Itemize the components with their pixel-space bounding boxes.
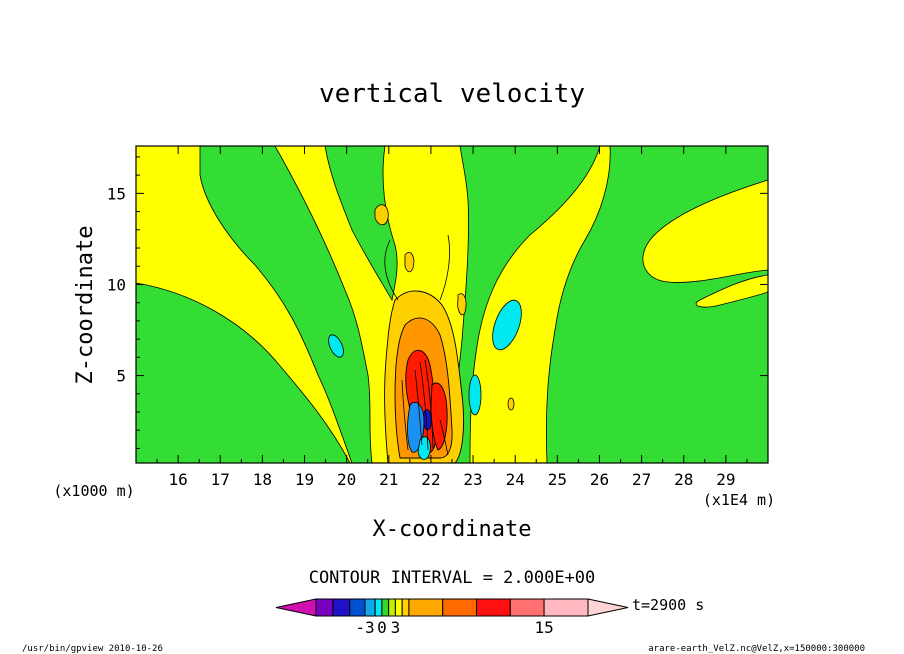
colorbar-segment — [442, 598, 477, 617]
field-weak-negative-1 — [328, 334, 344, 358]
y-tick-label: 15 — [107, 184, 126, 203]
x-axis-unit-right: (x1E4 m) — [703, 491, 775, 509]
field-small-blob-2 — [404, 252, 415, 273]
footer-left: /usr/bin/gpview 2010-10-26 — [22, 644, 163, 654]
field-small-blob-1 — [374, 204, 389, 226]
y-axis-label: Z-coordinate — [73, 226, 98, 385]
field-weak-negative-2 — [492, 299, 522, 351]
x-tick-label: 16 — [169, 470, 188, 489]
x-tick-label: 18 — [253, 470, 272, 489]
footer-right: arare-earth_VelZ.nc@VelZ,x=150000:300000 — [648, 644, 865, 654]
colorbar-label: 3 — [391, 618, 401, 637]
colorbar-segment — [381, 598, 390, 617]
contour-lines — [384, 234, 450, 456]
x-tick-label: 23 — [463, 470, 482, 489]
colorbar-over-triangle — [587, 598, 629, 617]
colorbar-segment — [315, 598, 334, 617]
field-near-zero-right — [453, 146, 601, 463]
chart-title: vertical velocity — [319, 79, 585, 109]
field-weak-negative-3 — [468, 374, 482, 416]
colorbar-segment — [394, 598, 403, 617]
colorbar-label: 15 — [534, 618, 553, 637]
colorbar-segment — [374, 598, 383, 617]
colorbar — [275, 598, 629, 617]
field-near-zero-left-lower — [136, 282, 351, 463]
colorbar-segment — [401, 598, 410, 617]
x-axis-label: X-coordinate — [373, 517, 532, 542]
x-tick-label: 28 — [674, 470, 693, 489]
colorbar-label: 0 — [377, 618, 387, 637]
x-tick-label: 29 — [716, 470, 735, 489]
field-near-zero-right-edge — [546, 146, 768, 463]
colorbar-segment — [349, 598, 366, 617]
colorbar-segment — [408, 598, 444, 617]
x-tick-label: 25 — [548, 470, 567, 489]
y-tick-label: 10 — [107, 275, 126, 294]
x-tick-label: 22 — [421, 470, 440, 489]
field-positive-right-corner — [695, 274, 768, 308]
contour-interval-label: CONTOUR INTERVAL = 2.000E+00 — [309, 568, 596, 588]
colorbar-segment — [543, 598, 589, 617]
field-negative-cell-3 — [423, 409, 432, 431]
x-tick-label: 19 — [295, 470, 314, 489]
field-small-positive-cell — [507, 397, 515, 411]
field-near-zero-left-top — [324, 146, 398, 302]
y-axis-ticks: 5 10 15 — [107, 156, 768, 449]
x-tick-label: 21 — [379, 470, 398, 489]
field-negative-cell-2 — [417, 436, 431, 460]
x-axis-ticks: 16 17 18 19 20 21 22 23 24 25 26 27 28 29 — [156, 146, 748, 489]
colorbar-segment — [332, 598, 351, 617]
colorbar-segment — [364, 598, 376, 617]
x-tick-label: 26 — [590, 470, 609, 489]
field-small-blob-3 — [457, 293, 467, 316]
colorbar-segment — [475, 598, 511, 617]
time-label: t=2900 s — [632, 596, 704, 614]
colorbar-label: -3 — [355, 618, 374, 637]
colorbar-segment — [388, 598, 396, 617]
x-tick-label: 17 — [211, 470, 230, 489]
x-tick-label: 20 — [337, 470, 356, 489]
x-tick-label: 27 — [632, 470, 651, 489]
plot-area — [136, 146, 768, 463]
x-axis-unit-left: (x1000 m) — [53, 482, 134, 500]
colorbar-under-triangle — [275, 598, 317, 617]
field-near-zero-left-upper — [199, 146, 373, 463]
colorbar-labels: -3 0 3 15 — [355, 618, 553, 637]
x-tick-label: 24 — [506, 470, 525, 489]
y-tick-label: 5 — [116, 367, 126, 386]
colorbar-segment — [509, 598, 545, 617]
